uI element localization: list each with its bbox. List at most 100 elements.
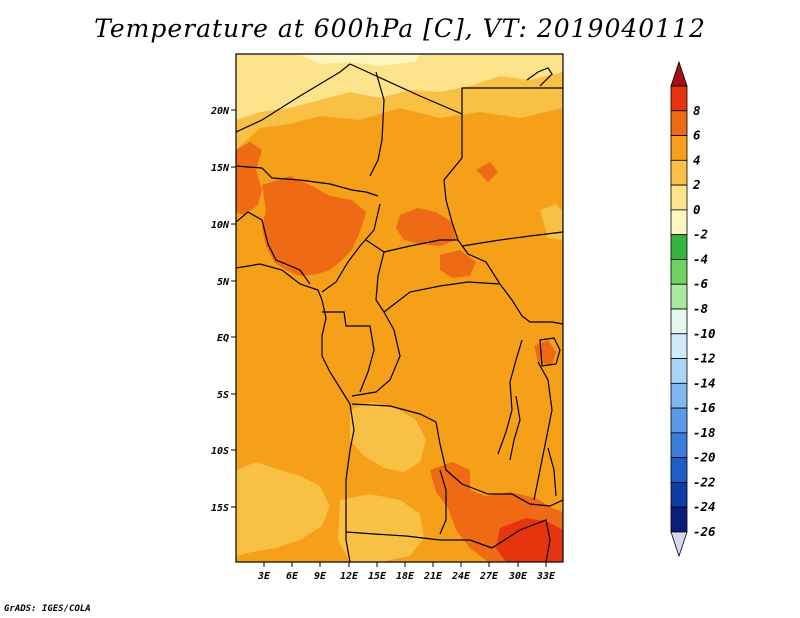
lon-label: 30E — [508, 571, 528, 582]
border-libya-chad — [349, 63, 463, 115]
colorbar-label: -16 — [693, 400, 716, 415]
border-car-congo — [383, 281, 501, 313]
colorbar-top-arrow — [670, 60, 688, 87]
border-angola-drc — [351, 403, 463, 485]
temperature-field — [236, 54, 563, 562]
colorbar-label: 8 — [693, 103, 701, 118]
colorbar-swatch — [670, 407, 688, 434]
field-6-to-8 — [496, 518, 563, 562]
lat-label: EQ — [217, 333, 229, 344]
border-nigeria-cameroon — [321, 203, 381, 293]
colorbar-label: -8 — [693, 301, 708, 316]
border-coast-west — [236, 263, 323, 301]
lon-axis: 3E 6E 9E 12E 15E 18E 21E 24E 27E 30E 33E — [257, 562, 556, 582]
colorbar-swatch — [670, 432, 688, 459]
map-frame — [235, 53, 564, 563]
colorbar-label: 6 — [693, 128, 701, 143]
border-gabon-congo — [322, 311, 375, 393]
colorbar-label: -14 — [693, 375, 716, 390]
border-zambia-mozambique — [461, 483, 563, 507]
footer-credit: GrADS: IGES/COLA — [4, 604, 91, 614]
colorbar-swatch — [670, 283, 688, 310]
colorbar-label: -4 — [693, 251, 708, 266]
border-angola-zambia — [439, 469, 447, 535]
colorbar-label: -10 — [693, 326, 716, 341]
colorbar-swatch — [670, 110, 688, 136]
lon-label: 27E — [479, 571, 499, 582]
colorbar-label: -6 — [693, 276, 709, 291]
border-chad-sudan — [443, 114, 501, 285]
field-4-to-6-west — [236, 142, 262, 215]
colorbar-label: -12 — [693, 351, 716, 366]
colorbar-label: 2 — [692, 177, 701, 192]
border-egypt-sudan — [461, 87, 563, 114]
lon-label: 9E — [314, 571, 327, 582]
border-cameroon-car — [365, 239, 385, 313]
lat-label: 15N — [211, 163, 230, 174]
field-4-to-6-lake — [534, 340, 556, 366]
lon-label: 15E — [368, 571, 387, 582]
lat-axis: 20N 15N 10N 5N EQ 5S 10S 15S — [210, 106, 236, 514]
colorbar-label: -24 — [693, 499, 716, 514]
colorbar-label: -22 — [693, 474, 716, 489]
colorbar-label: 4 — [693, 152, 701, 167]
colorbar-swatch — [670, 482, 688, 508]
lon-label: 12E — [340, 571, 359, 582]
colorbar-label: -2 — [693, 227, 708, 242]
colorbar-swatch — [670, 159, 688, 186]
border-namibia — [345, 531, 493, 549]
lon-label: 24E — [451, 571, 471, 582]
lat-label: 5N — [217, 277, 230, 288]
colorbar-label: -20 — [693, 450, 716, 465]
border-algeria-libya — [369, 71, 385, 177]
border-lake-victoria — [539, 337, 561, 367]
lat-label: 5S — [217, 390, 229, 401]
lon-label: 21E — [423, 571, 443, 582]
lat-label: 20N — [210, 106, 230, 117]
border-congo-drc — [351, 311, 401, 397]
border-lake-region — [533, 361, 553, 501]
colorbar-swatch — [670, 358, 688, 384]
map-title: Temperature at 600hPa [C], VT: 201904011… — [94, 14, 706, 43]
field-4-to-6-nigeria — [262, 176, 366, 276]
colorbar-swatch — [670, 135, 688, 161]
lon-label: 6E — [286, 571, 299, 582]
border-car-chad — [383, 239, 458, 253]
field-minus2-to-0-north-2 — [300, 54, 420, 66]
border-lake-malawi — [547, 447, 557, 497]
border-east-coast — [526, 67, 553, 87]
country-borders — [236, 63, 563, 562]
colorbar-label: -26 — [693, 524, 716, 539]
lat-label: 10N — [211, 220, 230, 231]
lat-label: 15S — [211, 503, 229, 514]
field-0-to-2-southwest — [236, 462, 330, 556]
colorbar-swatch — [670, 308, 688, 335]
field-0-to-2-angola — [350, 402, 426, 472]
colorbar-swatch — [670, 184, 688, 211]
field-0-to-2-southcentral — [338, 494, 424, 562]
colorbar-label: -18 — [693, 425, 716, 440]
colorbar-swatch — [670, 234, 688, 260]
colorbar-swatch — [670, 259, 688, 285]
lat-label: 10S — [211, 446, 229, 457]
lon-label: 18E — [396, 571, 415, 582]
field-0-to-2-east — [540, 204, 563, 240]
border-niger-nigeria — [236, 165, 379, 197]
colorbar-swatch — [670, 506, 688, 533]
border-drc-rwanda — [497, 339, 523, 455]
field-4-to-6-chad — [396, 208, 456, 246]
border-niger-algeria — [236, 63, 351, 133]
colorbar-swatch — [670, 457, 688, 483]
border-coast-gabon — [321, 299, 355, 562]
border-lake-tanganyika — [509, 395, 521, 461]
colorbar-swatch — [670, 209, 688, 236]
field-4-to-6-car — [440, 250, 476, 278]
colorbar-swatch — [670, 333, 688, 359]
lon-label: 33E — [536, 571, 556, 582]
lon-label: 3E — [257, 571, 271, 582]
border-west-lakes — [236, 211, 311, 285]
colorbar-label: 0 — [693, 202, 701, 217]
field-4-to-6-sudan — [476, 162, 498, 182]
colorbar: 8 6 4 2 0 -2 -4 -6 -8 -10 -12 -14 -16 -18 -20 -22 -24 -26 — [670, 60, 716, 558]
